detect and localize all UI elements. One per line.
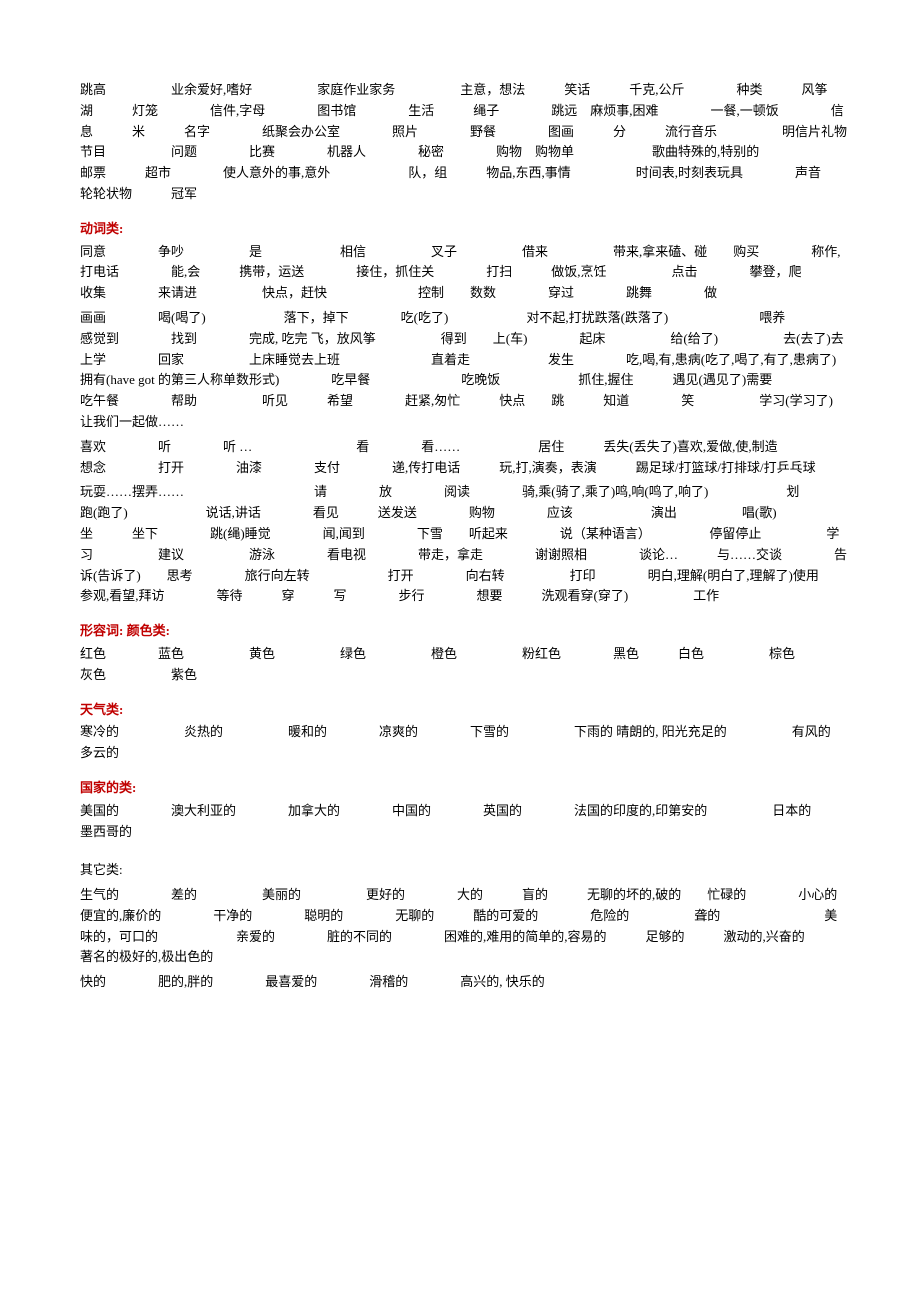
verbs-line-2: 画画 喝(喝了) 落下，掉下 吃(吃了) 对不起,打扰跌落(跌落了) 喂养 感觉…	[80, 308, 850, 433]
countries-heading: 国家的类:	[80, 778, 850, 799]
adjectives-heading: 形容词: 颜色类:	[80, 621, 850, 642]
adjectives-line-1: 红色 蓝色 黄色 绿色 橙色 粉红色 黑色 白色 棕色 灰色 紫色	[80, 644, 850, 686]
other-heading: 其它类:	[80, 860, 850, 881]
verbs-line-1: 同意 争吵 是 相信 叉子 借来 带来,拿来磕、碰 购买 称作,打电话 能,会 …	[80, 242, 850, 304]
block1-text: 跳高 业余爱好,嗜好 家庭作业家务 主意，想法 笑话 千克,公斤 种类 风筝 湖…	[80, 80, 850, 205]
verbs-line-4: 玩耍……摆弄…… 请 放 阅读 骑,乘(骑了,乘了)鸣,响(鸣了,响了) 划 跑…	[80, 482, 850, 607]
weather-line-1: 寒冷的 炎热的 暖和的 凉爽的 下雪的 下雨的 晴朗的, 阳光充足的 有风的 多…	[80, 722, 850, 764]
countries-line-1: 美国的 澳大利亚的 加拿大的 中国的 英国的 法国的印度的,印第安的 日本的 墨…	[80, 801, 850, 843]
weather-heading: 天气类:	[80, 700, 850, 721]
verbs-heading: 动词类:	[80, 219, 850, 240]
other-line-2: 快的 肥的,胖的 最喜爱的 滑稽的 高兴的, 快乐的	[80, 972, 850, 993]
other-line-1: 生气的 差的 美丽的 更好的 大的 盲的 无聊的坏的,破的 忙碌的 小心的 便宜…	[80, 885, 850, 968]
verbs-line-3: 喜欢 听 听 … 看 看…… 居住 丢失(丢失了)喜欢,爱做,使,制造 想念 打…	[80, 437, 850, 479]
